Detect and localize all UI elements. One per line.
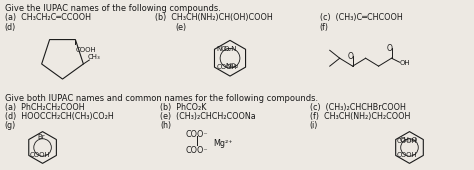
Text: (d)  HOOCCH₂CH(CH₃)CO₂H: (d) HOOCCH₂CH(CH₃)CO₂H	[5, 112, 113, 121]
Text: NO₂: NO₂	[226, 63, 239, 69]
Text: O₂N: O₂N	[224, 46, 237, 52]
Text: O: O	[387, 44, 392, 53]
Text: (f)  CH₃CH(NH₂)CH₂COOH: (f) CH₃CH(NH₂)CH₂COOH	[310, 112, 410, 121]
Text: (a)  CH₃CH₂C═CCOOH: (a) CH₃CH₂C═CCOOH	[5, 13, 91, 22]
Text: O: O	[348, 52, 354, 61]
Text: NO₂: NO₂	[217, 46, 230, 52]
Text: COO⁻: COO⁻	[185, 130, 208, 139]
Text: (i): (i)	[310, 121, 318, 130]
Text: OH: OH	[400, 60, 410, 66]
Text: COOH: COOH	[75, 47, 96, 53]
Text: (a)  PhCH₂CH₂COOH: (a) PhCH₂CH₂COOH	[5, 103, 84, 112]
Text: (g): (g)	[5, 121, 16, 130]
Text: COOH: COOH	[217, 64, 237, 70]
Text: (c)  (CH₃)₂CHCHBrCOOH: (c) (CH₃)₂CHCHBrCOOH	[310, 103, 406, 112]
Text: Give both IUPAC names and common names for the following compounds.: Give both IUPAC names and common names f…	[5, 94, 318, 103]
Text: CH₃O: CH₃O	[400, 137, 418, 143]
Text: (b)  PhCO₂K: (b) PhCO₂K	[160, 103, 207, 112]
Text: (b)  CH₃CH(NH₂)CH(OH)COOH: (b) CH₃CH(NH₂)CH(OH)COOH	[155, 13, 273, 22]
Text: Give the IUPAC names of the following compounds.: Give the IUPAC names of the following co…	[5, 4, 220, 13]
Text: COO⁻: COO⁻	[185, 146, 208, 155]
Text: (d): (d)	[5, 22, 16, 31]
Text: (e): (e)	[175, 22, 186, 31]
Text: (c)  (CH₃)C═CHCOOH: (c) (CH₃)C═CHCOOH	[320, 13, 402, 22]
Text: CH₃: CH₃	[87, 54, 100, 60]
Text: (f): (f)	[320, 22, 329, 31]
Text: Br: Br	[37, 134, 45, 140]
Text: COOH: COOH	[397, 152, 418, 158]
Text: Mg²⁺: Mg²⁺	[213, 139, 233, 148]
Text: COOH: COOH	[397, 138, 418, 144]
Text: (h): (h)	[160, 121, 171, 130]
Text: (e)  (CH₃)₂CHCH₂COONa: (e) (CH₃)₂CHCH₂COONa	[160, 112, 256, 121]
Text: COOH: COOH	[30, 152, 51, 158]
